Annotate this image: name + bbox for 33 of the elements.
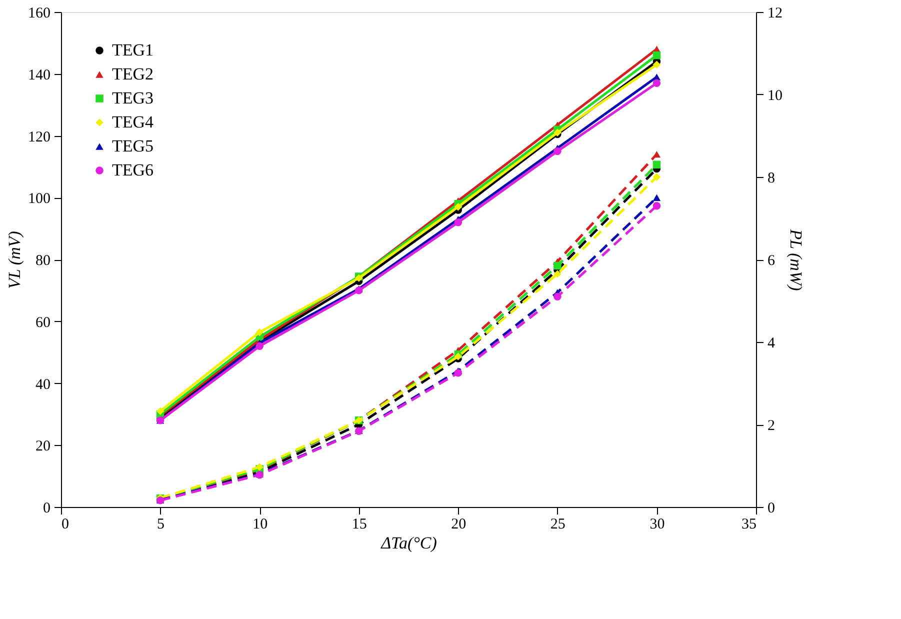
y-tick-label: 120 — [28, 129, 50, 146]
y2-tick-label: 0 — [768, 500, 775, 516]
legend-label: TEG3 — [112, 88, 154, 108]
y2-axis-title: PL (mW) — [786, 228, 806, 292]
y2-tick-label: 8 — [768, 170, 775, 186]
y-tick-label: 140 — [28, 67, 50, 84]
x-tick-label: 35 — [742, 516, 756, 532]
y-tick-label: 20 — [36, 438, 50, 455]
y-tick-label: 100 — [28, 191, 50, 208]
y2-tick-label: 10 — [768, 88, 782, 104]
legend-label: TEG4 — [112, 112, 154, 132]
legend-label: TEG5 — [112, 136, 154, 156]
y-tick-label: 40 — [36, 376, 50, 393]
y-tick-label: 0 — [43, 500, 50, 516]
x-tick-label: 25 — [550, 516, 566, 532]
y2-tick-label: 6 — [768, 253, 776, 269]
y-tick-label: 60 — [36, 314, 50, 331]
y2-tick-label: 4 — [768, 336, 776, 352]
x-tick-label: 15 — [352, 516, 367, 532]
legend-label: TEG2 — [112, 64, 154, 84]
x-tick-label: 10 — [252, 516, 268, 532]
x-tick-label: 0 — [62, 516, 69, 532]
legend-label: TEG6 — [112, 160, 154, 180]
y2-tick-label: 12 — [768, 6, 782, 22]
legend-label: TEG1 — [112, 40, 154, 60]
x-tick-label: 20 — [451, 516, 466, 532]
y-tick-label: 80 — [36, 253, 50, 269]
x-tick-label: 30 — [650, 516, 665, 532]
x-tick-label: 5 — [157, 516, 165, 532]
y-axis-title: VL (mV) — [5, 230, 24, 289]
x-axis-title: ΔTa(°C) — [380, 534, 438, 552]
y2-tick-label: 2 — [768, 418, 775, 434]
y-tick-label: 160 — [28, 6, 50, 22]
